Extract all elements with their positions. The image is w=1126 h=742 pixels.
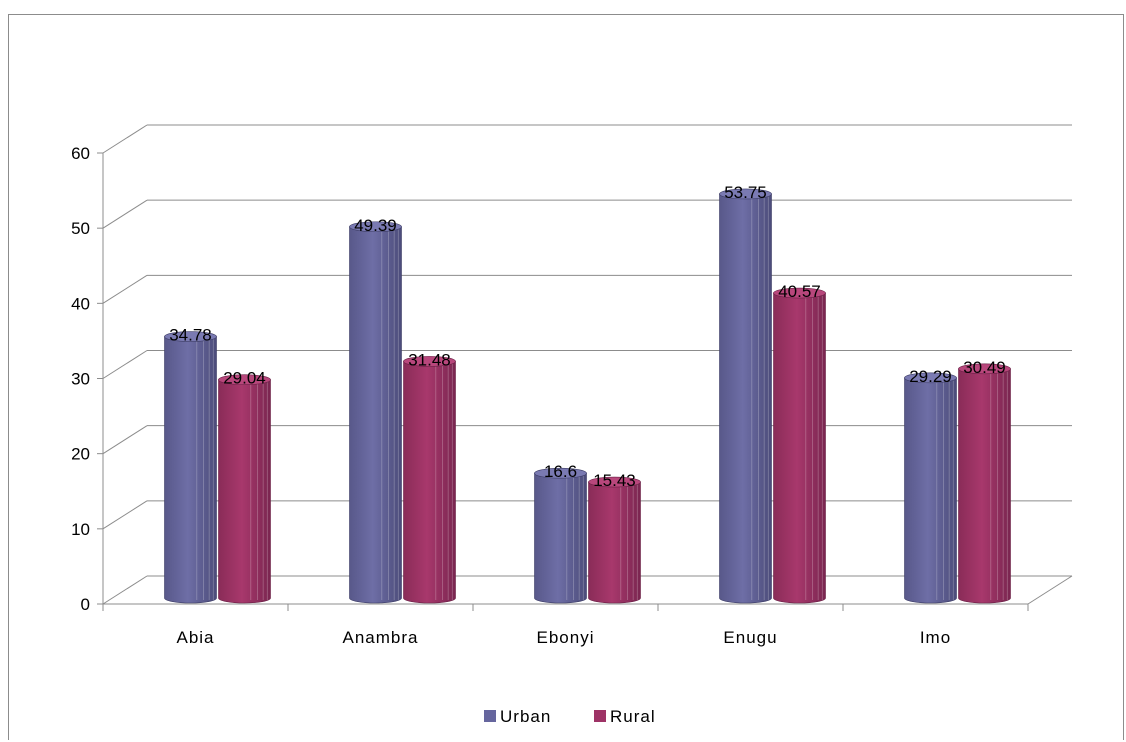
legend-label: Rural xyxy=(610,707,656,726)
y-tick-label: 10 xyxy=(71,520,90,539)
data-labels: 34.78 29.04 49.39 31.48 16.6 15.43 53.75 40.57 2… xyxy=(169,183,1006,490)
bar-rural-imo xyxy=(958,363,1011,604)
data-label: 16.6 xyxy=(544,462,577,481)
data-label: 15.43 xyxy=(593,471,636,490)
grid-connector xyxy=(102,575,148,605)
bar-urban-ebonyi xyxy=(534,467,587,604)
bar-urban-abia xyxy=(164,331,217,604)
bar-urban-imo xyxy=(904,372,957,604)
legend-swatch xyxy=(484,710,496,722)
data-label: 49.39 xyxy=(354,216,397,235)
axes: 0 10 20 30 40 50 60 Abia Anambra Ebonyi Enugu Imo xyxy=(71,144,1073,647)
data-label: 29.29 xyxy=(909,367,952,386)
data-label: 34.78 xyxy=(169,326,212,345)
y-tick-label: 30 xyxy=(71,370,90,389)
grid-connector xyxy=(102,124,148,154)
grid-connector xyxy=(102,500,148,530)
bars xyxy=(164,188,1011,604)
grid-connector xyxy=(102,274,148,304)
bar-urban-enugu xyxy=(719,188,772,604)
floor-edge xyxy=(1027,575,1073,605)
grid-connector xyxy=(102,425,148,455)
data-label: 29.04 xyxy=(223,369,266,388)
legend-swatch xyxy=(594,710,606,722)
grid-connector xyxy=(102,350,148,379)
bar-rural-enugu xyxy=(773,287,826,604)
y-tick-label: 0 xyxy=(81,595,90,614)
bar-rural-ebonyi xyxy=(588,476,641,604)
bar-rural-anambra xyxy=(403,356,456,604)
legend-item-rural: Rural xyxy=(594,707,656,726)
y-tick-label: 20 xyxy=(71,445,90,464)
bar-urban-anambra xyxy=(349,221,402,604)
data-label: 40.57 xyxy=(778,282,821,301)
data-label: 53.75 xyxy=(724,183,767,202)
legend: Urban Rural xyxy=(484,707,656,726)
y-tick-label: 60 xyxy=(71,144,90,163)
legend-item-urban: Urban xyxy=(484,707,551,726)
bar-rural-abia xyxy=(218,374,271,604)
grid-connector xyxy=(102,199,148,229)
x-tick-label: Ebonyi xyxy=(537,628,595,647)
legend-label: Urban xyxy=(500,707,551,726)
x-tick-label: Anambra xyxy=(343,628,419,647)
y-tick-label: 50 xyxy=(71,219,90,238)
data-label: 31.48 xyxy=(408,350,451,369)
x-tick-label: Enugu xyxy=(723,628,777,647)
data-label: 30.49 xyxy=(963,358,1006,377)
x-tick-label: Abia xyxy=(176,628,214,647)
x-tick-label: Imo xyxy=(920,628,951,647)
y-tick-label: 40 xyxy=(71,294,90,313)
